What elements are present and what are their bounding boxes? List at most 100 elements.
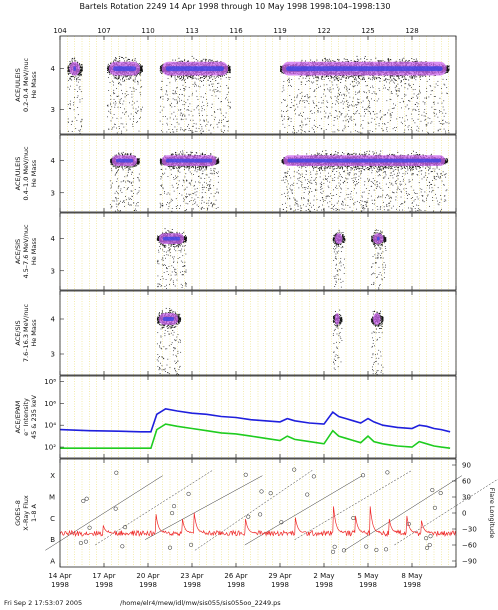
data-point xyxy=(115,57,117,59)
data-point xyxy=(120,117,122,119)
data-point xyxy=(140,66,142,68)
data-point xyxy=(221,75,223,77)
data-point xyxy=(125,75,127,77)
data-point xyxy=(211,83,213,85)
data-point xyxy=(412,76,414,78)
data-point xyxy=(174,75,176,77)
data-point xyxy=(119,60,121,62)
data-point xyxy=(113,98,115,100)
data-point xyxy=(76,80,78,82)
data-point xyxy=(79,99,81,101)
data-point xyxy=(357,75,359,77)
data-point xyxy=(226,73,228,75)
data-point xyxy=(182,104,184,106)
data-point xyxy=(368,78,370,80)
data-point xyxy=(212,83,214,85)
data-point xyxy=(382,60,384,62)
data-point xyxy=(78,73,80,75)
data-point xyxy=(141,70,142,72)
data-point xyxy=(162,123,164,125)
data-point xyxy=(110,112,112,114)
data-point xyxy=(192,76,194,78)
data-point xyxy=(118,77,120,79)
data-point xyxy=(141,65,143,67)
data-point xyxy=(388,59,390,61)
data-point xyxy=(227,69,229,71)
doy-label: 125 xyxy=(361,27,374,35)
data-point xyxy=(179,94,180,95)
data-point xyxy=(217,87,218,89)
data-point xyxy=(204,75,206,77)
data-point xyxy=(177,101,178,103)
data-point xyxy=(160,87,162,89)
data-point xyxy=(398,77,400,79)
data-point xyxy=(356,61,358,63)
data-point xyxy=(125,111,127,112)
data-point xyxy=(390,77,391,79)
data-point xyxy=(221,119,223,121)
data-point xyxy=(193,109,195,111)
data-point xyxy=(120,84,122,86)
data-point xyxy=(447,72,448,73)
chart-panels: ACE/ULEIS 0.2–0.4 MeV/nuc He Mass43ACE/ULE… xyxy=(14,35,498,568)
data-point xyxy=(361,75,363,77)
data-point xyxy=(77,74,79,76)
data-point xyxy=(200,124,202,125)
data-point xyxy=(214,119,215,121)
data-point xyxy=(316,77,318,79)
data-point xyxy=(161,80,163,82)
data-point xyxy=(179,98,180,100)
data-point xyxy=(227,121,229,122)
data-point xyxy=(129,76,131,78)
data-point xyxy=(379,80,381,82)
data-point xyxy=(314,75,316,77)
data-point xyxy=(174,91,176,93)
data-point xyxy=(180,129,181,131)
data-point xyxy=(138,73,140,74)
data-point xyxy=(116,95,118,97)
data-point xyxy=(227,130,229,132)
data-point xyxy=(131,91,133,92)
data-point xyxy=(388,60,390,62)
data-point xyxy=(225,98,226,100)
data-point xyxy=(334,76,335,78)
data-point xyxy=(132,126,134,127)
data-point xyxy=(180,112,182,114)
data-point xyxy=(393,77,395,79)
data-point xyxy=(390,59,392,61)
data-point xyxy=(218,121,220,123)
data-point xyxy=(201,106,203,108)
data-point xyxy=(68,70,70,72)
data-point xyxy=(69,78,71,80)
data-point xyxy=(119,83,121,85)
data-point xyxy=(195,85,197,87)
data-point xyxy=(173,118,175,120)
data-point xyxy=(379,60,381,62)
data-point xyxy=(216,61,217,63)
data-point xyxy=(78,73,80,75)
data-point xyxy=(161,65,163,67)
data-point xyxy=(363,75,365,77)
data-point xyxy=(196,131,198,132)
data-point xyxy=(77,76,79,78)
data-point xyxy=(75,60,77,62)
data-point xyxy=(81,64,83,66)
data-point xyxy=(80,64,82,65)
data-point xyxy=(227,87,229,89)
data-point xyxy=(230,106,231,108)
data-point xyxy=(408,79,410,81)
data-point xyxy=(210,80,212,82)
data-point xyxy=(399,59,401,61)
data-point xyxy=(81,69,83,71)
data-point xyxy=(203,119,205,121)
y-axis-label: He Mass xyxy=(30,71,38,99)
data-point xyxy=(79,71,81,73)
data-point xyxy=(116,117,118,119)
data-point xyxy=(120,98,122,100)
data-point xyxy=(198,109,200,111)
data-point xyxy=(67,70,69,72)
data-point xyxy=(160,66,162,68)
data-point xyxy=(121,130,123,132)
data-point xyxy=(69,108,71,109)
data-point xyxy=(229,65,231,67)
